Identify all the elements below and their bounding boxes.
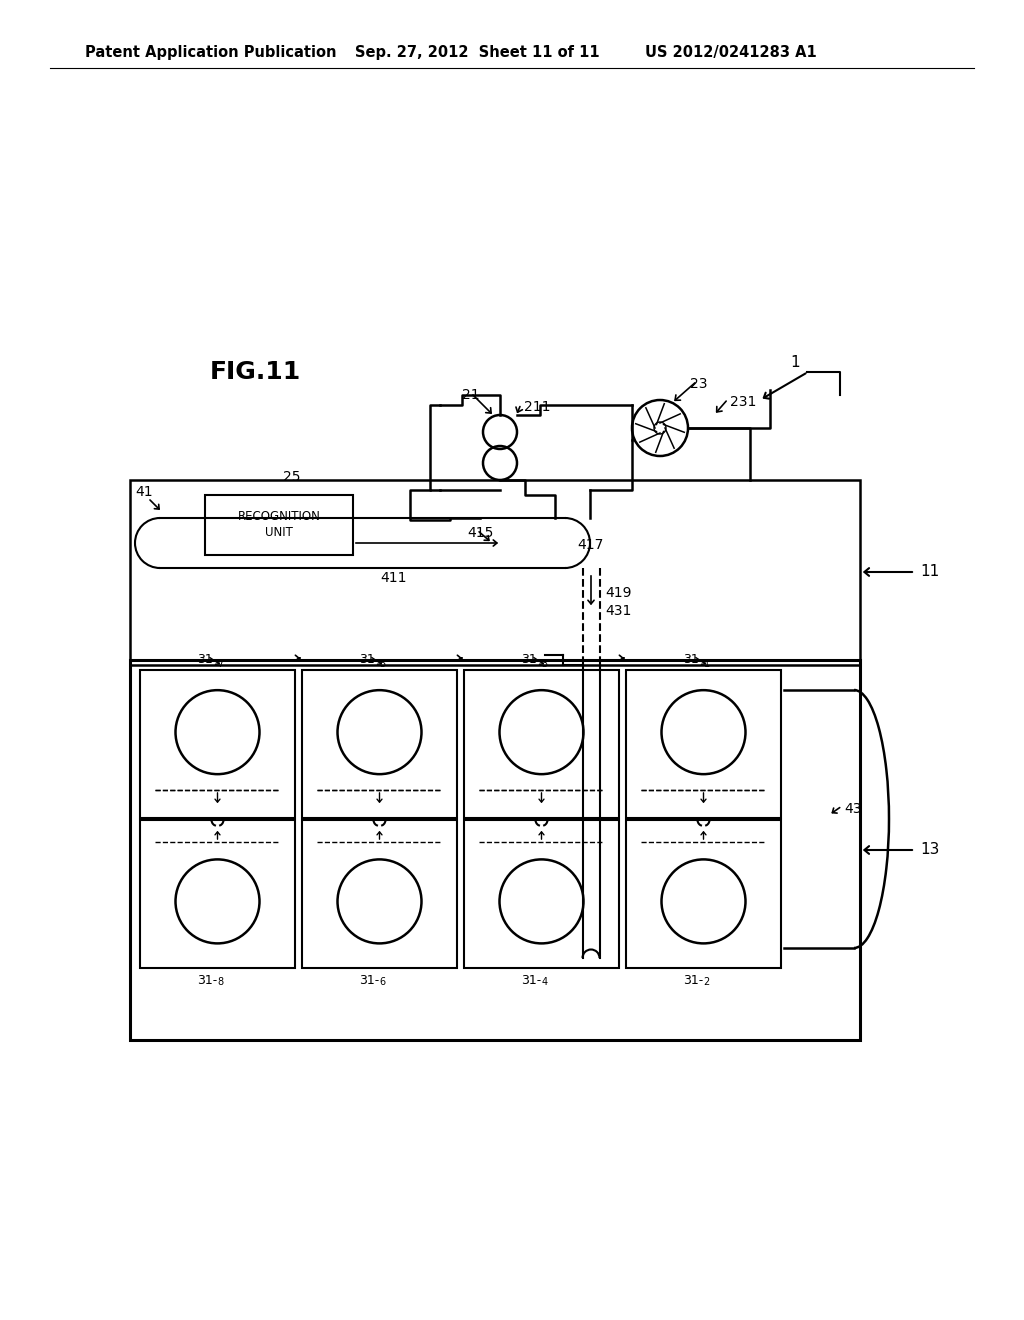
Bar <box>140 820 295 968</box>
Text: 43: 43 <box>844 803 861 816</box>
Text: 5: 5 <box>380 659 386 669</box>
Text: 13: 13 <box>920 842 939 858</box>
Bar <box>464 671 618 818</box>
Bar <box>464 820 618 968</box>
Text: 411: 411 <box>380 572 407 585</box>
Text: 23: 23 <box>690 378 708 391</box>
Text: 431: 431 <box>605 605 632 618</box>
Text: 1: 1 <box>703 659 710 669</box>
Text: 31-: 31- <box>359 653 380 667</box>
Text: 31-: 31- <box>198 653 217 667</box>
Bar <box>130 480 860 665</box>
Text: 211: 211 <box>524 400 551 414</box>
Text: 419: 419 <box>605 586 632 601</box>
Text: Sep. 27, 2012  Sheet 11 of 11: Sep. 27, 2012 Sheet 11 of 11 <box>355 45 600 59</box>
Bar <box>130 660 860 1040</box>
Text: Patent Application Publication: Patent Application Publication <box>85 45 337 59</box>
Text: 31-: 31- <box>683 653 703 667</box>
Text: 4: 4 <box>542 977 548 987</box>
Text: 2: 2 <box>703 977 710 987</box>
Text: 31-: 31- <box>521 653 542 667</box>
Text: 31-: 31- <box>359 974 380 987</box>
Text: RECOGNITION
UNIT: RECOGNITION UNIT <box>238 511 321 540</box>
Text: 31-: 31- <box>521 974 542 987</box>
Text: 31-: 31- <box>198 974 217 987</box>
Text: 415: 415 <box>467 525 494 540</box>
Text: 1: 1 <box>790 355 800 370</box>
Text: 31-: 31- <box>683 974 703 987</box>
Bar <box>626 671 781 818</box>
Text: 6: 6 <box>380 977 386 987</box>
Bar <box>140 671 295 818</box>
Bar <box>205 495 353 554</box>
Text: 231: 231 <box>730 395 757 409</box>
Bar <box>302 671 457 818</box>
Text: 8: 8 <box>217 977 223 987</box>
Text: 417: 417 <box>577 539 603 552</box>
Text: 3: 3 <box>542 659 548 669</box>
Text: 25: 25 <box>284 470 301 484</box>
Text: 7: 7 <box>217 659 224 669</box>
Text: US 2012/0241283 A1: US 2012/0241283 A1 <box>645 45 817 59</box>
Bar <box>302 820 457 968</box>
Text: 21: 21 <box>462 388 479 403</box>
Text: 11: 11 <box>920 565 939 579</box>
Text: FIG.11: FIG.11 <box>210 360 301 384</box>
Bar <box>626 820 781 968</box>
Text: 41: 41 <box>135 484 153 499</box>
